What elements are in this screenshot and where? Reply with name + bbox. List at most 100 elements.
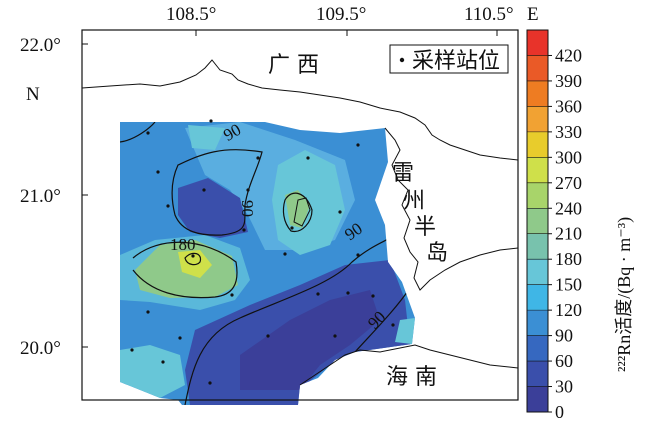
legend-label: 采样站位 xyxy=(412,49,500,74)
field-darkest-south xyxy=(240,290,380,390)
colorbar-tick-label: 150 xyxy=(555,275,582,295)
colorbar-segment xyxy=(527,55,548,82)
contour-180-east xyxy=(282,192,313,233)
y-tick-label: 22.0° xyxy=(20,35,61,56)
colorbar-tick-label: 90 xyxy=(555,326,573,346)
coastline-hainan xyxy=(299,344,518,386)
colorbar-segment xyxy=(527,259,548,286)
station-dot xyxy=(166,204,170,208)
field-east-green xyxy=(285,190,310,228)
station-dot xyxy=(202,188,206,192)
colorbar-segment xyxy=(527,106,548,133)
station-dot xyxy=(333,334,337,338)
colorbar-segment xyxy=(527,30,548,56)
contour-90-central xyxy=(171,149,263,236)
station-dot xyxy=(290,226,294,230)
map-frame xyxy=(81,29,519,401)
station-dot xyxy=(146,131,150,135)
coastline-leizhou xyxy=(384,127,518,291)
x-tick-label: 108.5° xyxy=(166,4,216,25)
label-leizhou-1: 雷 xyxy=(392,161,414,186)
station-dot xyxy=(338,210,342,214)
concentration-field xyxy=(120,122,415,405)
station-dot xyxy=(356,253,360,257)
colorbar-tick-label: 0 xyxy=(555,402,564,422)
field-northwest-light xyxy=(188,125,225,150)
colorbar-title: ²²²Rn活度/(Bq · m⁻³) xyxy=(614,217,635,372)
label-leizhou-4: 岛 xyxy=(426,241,448,266)
sampling-stations xyxy=(130,119,395,385)
colorbar-segment xyxy=(527,361,548,388)
station-dot xyxy=(266,334,270,338)
y-tick-label: 20.0° xyxy=(20,338,61,359)
y-axis-ticks xyxy=(82,43,88,348)
station-dot xyxy=(346,291,350,295)
contour-label: 180 xyxy=(170,235,196,254)
station-dot xyxy=(306,156,310,160)
contour-90-southeast xyxy=(354,287,411,353)
colorbar-frame xyxy=(526,29,549,413)
station-dot xyxy=(391,323,395,327)
station-dot xyxy=(191,254,195,258)
station-dot xyxy=(283,252,287,256)
y-axis-suffix: N xyxy=(26,84,40,105)
station-dot xyxy=(209,119,213,123)
colorbar-tick-label: 180 xyxy=(555,249,582,269)
station-dot xyxy=(256,156,260,160)
colorbar-tick-label: 210 xyxy=(555,224,582,244)
colorbar: 4203903603303002702402101801501209060300… xyxy=(526,29,635,422)
x-tick-label: 110.5° xyxy=(464,4,514,25)
colorbar-tick-label: 300 xyxy=(555,147,582,167)
colorbar-segment xyxy=(527,335,548,362)
colorbar-tick-label: 240 xyxy=(555,198,582,218)
colorbar-segment xyxy=(527,208,548,235)
contour-90-diagonal xyxy=(184,237,391,405)
station-dot xyxy=(371,294,375,298)
legend-box xyxy=(389,44,509,74)
colorbar-tick-label: 390 xyxy=(555,71,582,91)
colorbar-segment xyxy=(527,157,548,184)
colorbar-segment xyxy=(527,386,548,413)
y-axis-labels: 22.0° N 21.0° 20.0° xyxy=(20,35,61,359)
colorbar-tick-label: 120 xyxy=(555,300,582,320)
station-dot xyxy=(156,170,160,174)
x-tick-label: 109.5° xyxy=(316,4,366,25)
colorbar-tick-label: 60 xyxy=(555,351,573,371)
coastlines xyxy=(82,59,518,386)
colorbar-segment xyxy=(527,131,548,158)
field-southwest-light xyxy=(120,345,185,398)
colorbar-tick-label: 270 xyxy=(555,173,582,193)
x-axis-suffix: E xyxy=(527,4,539,25)
coastline-guangxi xyxy=(82,59,518,161)
colorbar-tick-label: 420 xyxy=(555,45,582,65)
label-leizhou-2: 州 xyxy=(403,189,425,214)
colorbar-segments xyxy=(527,30,548,413)
contour-lines xyxy=(120,122,411,405)
colorbar-tick-label: 360 xyxy=(555,96,582,116)
coastline-islet xyxy=(293,197,311,227)
x-axis-labels: 108.5° 109.5° 110.5° E xyxy=(166,4,539,25)
colorbar-segment xyxy=(527,284,548,311)
place-labels: 广 西 雷 州 半 岛 海 南 xyxy=(268,53,448,390)
station-dot xyxy=(242,228,246,232)
colorbar-segment xyxy=(527,233,548,260)
station-dot xyxy=(316,292,320,296)
station-dot xyxy=(246,188,250,192)
station-dot xyxy=(356,143,360,147)
station-dot xyxy=(208,381,212,385)
x-axis-ticks xyxy=(195,30,498,36)
field-dark-core-north xyxy=(178,178,248,238)
label-hainan: 海 南 xyxy=(386,365,437,390)
contour-90-northwest xyxy=(120,122,156,143)
contour-180-west xyxy=(132,241,238,299)
legend-station-marker xyxy=(399,57,405,63)
station-legend: 采样站位 xyxy=(389,44,509,74)
colorbar-segment xyxy=(527,310,548,337)
label-leizhou-3: 半 xyxy=(414,215,436,240)
station-dot xyxy=(161,360,165,364)
station-dot xyxy=(130,348,134,352)
colorbar-tick-label: 330 xyxy=(555,122,582,142)
field-southeast-light xyxy=(395,318,415,344)
